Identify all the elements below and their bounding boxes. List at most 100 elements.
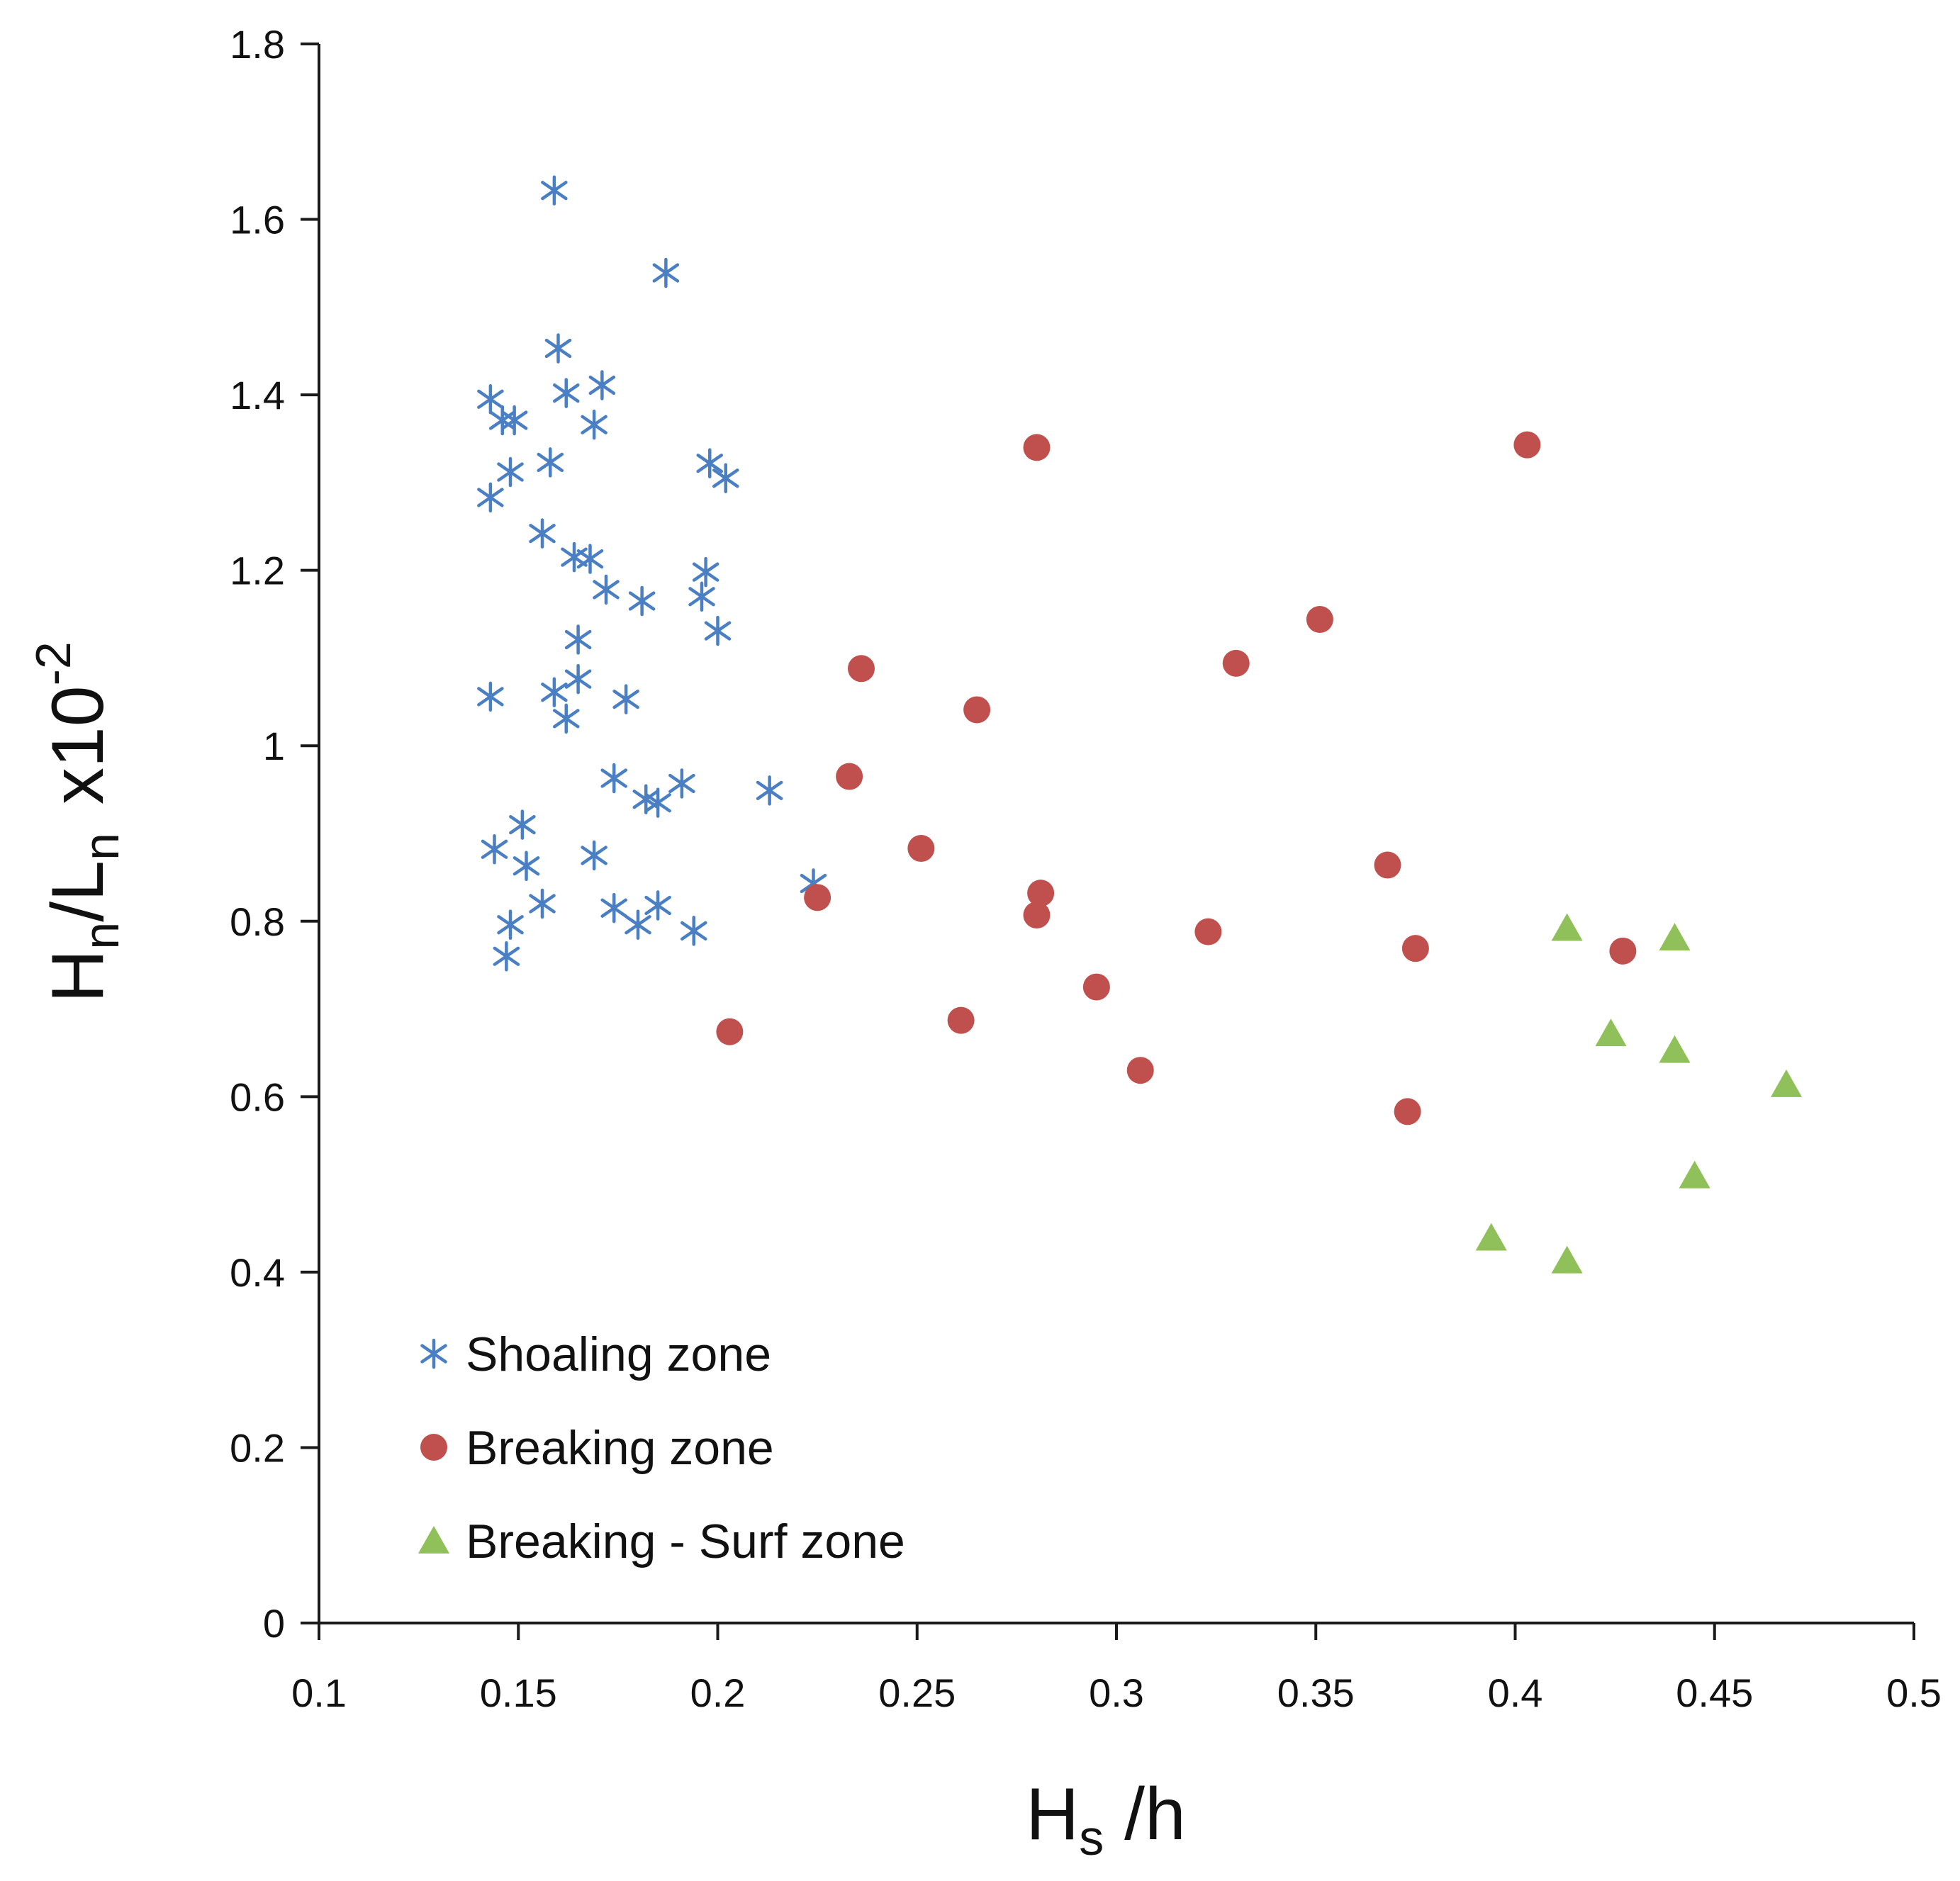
x-axis-title: Hs /h	[1026, 1773, 1186, 1865]
data-point	[1475, 1223, 1507, 1251]
data-point	[1659, 923, 1691, 951]
data-point	[628, 585, 656, 617]
y-tick-label: 0.8	[230, 899, 285, 944]
y-axis-title: Hn/Ln x10-2	[26, 641, 129, 1003]
data-point	[552, 378, 580, 408]
x-tick-label: 0.35	[1277, 1671, 1355, 1715]
data-point	[1306, 605, 1333, 633]
data-point	[1394, 1098, 1421, 1125]
data-point	[1126, 1057, 1154, 1084]
data-point	[477, 384, 504, 415]
data-point	[497, 456, 524, 488]
data-point	[544, 333, 572, 364]
data-point	[1551, 1245, 1583, 1274]
data-point	[576, 544, 604, 574]
data-point	[680, 916, 707, 946]
axes	[301, 43, 1915, 1640]
x-axis-title-sub: s	[1079, 1810, 1104, 1865]
data-point	[1770, 1069, 1803, 1097]
y-tick-label: 1.6	[230, 198, 285, 242]
data-point	[625, 909, 651, 940]
y-axis-title-sub2: n	[74, 833, 129, 860]
data-point	[688, 581, 715, 612]
data-point	[513, 850, 540, 882]
legend-item: Breaking zone	[420, 1421, 774, 1475]
data-point	[600, 763, 628, 794]
y-axis-title-mid: /L	[37, 860, 119, 922]
data-point	[1513, 431, 1541, 459]
legend-label: Breaking - Surf zone	[466, 1515, 905, 1568]
data-point	[529, 888, 556, 919]
data-point	[1659, 1035, 1691, 1063]
data-point	[493, 941, 520, 972]
data-point	[552, 703, 580, 734]
data-point	[541, 175, 568, 206]
x-tick-label: 0.15	[480, 1671, 557, 1715]
x-tick-label: 0.4	[1488, 1671, 1543, 1715]
data-point	[581, 840, 607, 871]
data-point	[588, 370, 616, 400]
series-asterisk	[477, 175, 827, 972]
data-point	[1374, 851, 1401, 879]
data-point	[1023, 902, 1051, 929]
x-tick-label: 0.2	[690, 1671, 746, 1715]
data-point	[581, 409, 607, 440]
y-tick-label: 1.2	[230, 549, 285, 593]
data-point	[1679, 1160, 1710, 1189]
y-tick-label: 0.6	[230, 1074, 285, 1119]
data-point	[836, 763, 863, 790]
legend: Shoaling zone Breaking zone Breaking - Sur…	[418, 1327, 905, 1568]
data-point	[716, 1018, 744, 1045]
data-point	[541, 677, 568, 707]
data-point	[652, 257, 680, 288]
data-point	[500, 405, 528, 436]
data-point	[1222, 649, 1250, 677]
tick-labels: 0 0.2 0.4 0.6 0.8 1 1.2 1.4 1.6 1.8 0.1 0.15 0.2 0.25…	[230, 22, 1942, 1715]
data-point	[963, 696, 991, 724]
y-tick-label: 0.2	[230, 1425, 285, 1470]
data-points	[477, 175, 1803, 1274]
legend-marker	[420, 1434, 447, 1461]
data-point	[907, 835, 935, 863]
data-point	[537, 447, 564, 478]
x-tick-label: 0.1	[291, 1671, 347, 1715]
data-point	[1023, 434, 1051, 461]
data-point	[804, 884, 831, 911]
data-point	[477, 681, 504, 712]
data-point	[947, 1006, 975, 1034]
y-axis-title-exp: -2	[26, 641, 81, 685]
data-point	[644, 890, 671, 921]
x-tick-label: 0.5	[1886, 1671, 1942, 1715]
data-point	[696, 448, 724, 478]
y-tick-label: 1.4	[230, 373, 285, 417]
data-point	[564, 624, 592, 655]
data-point	[704, 615, 732, 646]
x-axis-title-rest: /h	[1104, 1773, 1186, 1855]
data-point	[497, 909, 524, 940]
y-tick-label: 1	[263, 724, 285, 768]
legend-item: Shoaling zone	[420, 1327, 771, 1381]
data-point	[848, 655, 875, 683]
data-point	[561, 541, 588, 573]
data-point	[1194, 918, 1222, 945]
data-point	[593, 574, 620, 605]
data-point	[644, 787, 671, 818]
x-tick-label: 0.25	[878, 1671, 956, 1715]
y-axis-title-main: H	[37, 950, 119, 1003]
data-point	[712, 463, 739, 493]
data-point	[1401, 935, 1429, 962]
data-point	[509, 809, 536, 840]
data-point	[564, 663, 592, 695]
y-axis-title-sub1: n	[74, 922, 129, 950]
legend-item: Breaking - Surf zone	[418, 1515, 905, 1568]
data-point	[1082, 973, 1110, 1001]
data-point	[600, 892, 628, 923]
y-tick-label: 0.4	[230, 1250, 285, 1295]
y-axis-title-factor: x10	[37, 685, 119, 804]
data-point	[612, 684, 639, 714]
data-point	[529, 518, 556, 549]
legend-marker	[420, 1338, 447, 1369]
legend-label: Breaking zone	[466, 1421, 774, 1475]
